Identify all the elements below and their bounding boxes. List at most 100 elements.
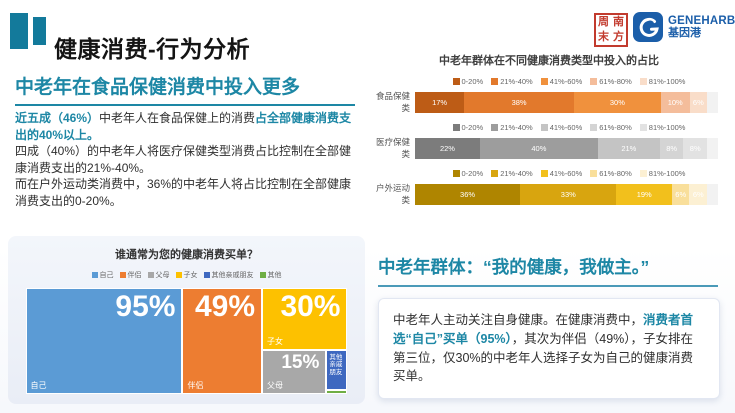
bar-fill: 36% 33% 19% 6% 6% bbox=[415, 183, 707, 205]
bar-row: 医疗保健类 22% 40% 21% 8% 8% bbox=[368, 136, 730, 160]
treemap-value-label: 15% bbox=[281, 351, 320, 373]
bar-segment-label: 33% bbox=[560, 189, 576, 199]
bar-category-label: 食品保健类 bbox=[375, 91, 410, 113]
stacked-chart-title: 中老年群体在不同健康消费类型中投入的占比 bbox=[439, 55, 659, 67]
legend-label: 自己 bbox=[99, 272, 114, 279]
bar-segment: 30% bbox=[574, 91, 661, 113]
bar-segment: 38% bbox=[464, 91, 575, 113]
bar-legend: 0-20% 21%-40% 41%-60% 61%-80% 81%-100% bbox=[408, 123, 730, 132]
legend-item: 81%-100% bbox=[639, 123, 686, 132]
bar-legend: 0-20% 21%-40% 41%-60% 61%-80% 81%-100% bbox=[408, 77, 730, 86]
treemap-block: 15% 父母 bbox=[262, 349, 327, 394]
bar-segment: 19% bbox=[616, 183, 672, 205]
bar-category-label: 户外运动类 bbox=[375, 183, 410, 205]
legend-item: 21%-40% bbox=[491, 169, 533, 178]
accent-bar-small bbox=[33, 17, 46, 45]
bar-segment: 8% bbox=[683, 137, 707, 159]
bar-segment: 21% bbox=[597, 137, 660, 159]
bar-segment: 6% bbox=[689, 91, 707, 113]
legend-label: 0-20% bbox=[461, 169, 484, 178]
body-text: 中老年人主动关注自身健康。在健康消费中， bbox=[393, 313, 644, 327]
legend-swatch bbox=[540, 170, 548, 177]
bar-segment-label: 10% bbox=[667, 97, 683, 107]
legend-label: 其他亲戚朋友 bbox=[211, 272, 254, 279]
seal-char: 末 bbox=[598, 31, 609, 43]
bar-segment-label: 21% bbox=[621, 143, 637, 153]
bar-row: 食品保健类 17% 38% 30% 10% 6% bbox=[368, 90, 730, 114]
legend-item: 0-20% bbox=[452, 123, 484, 132]
analysis-paragraphs: 近五成（46%）中老年人在食品保健上的消费占全部健康消费支出的40%以上。 四成（… bbox=[15, 110, 363, 209]
legend-item: 81%-100% bbox=[639, 169, 686, 178]
legend-swatch bbox=[452, 124, 460, 131]
legend-label: 21%-40% bbox=[500, 123, 533, 132]
legend-swatch bbox=[491, 170, 499, 177]
legend-label: 81%-100% bbox=[648, 169, 686, 178]
legend-item: 自己 bbox=[91, 270, 114, 280]
legend-item: 61%-80% bbox=[590, 123, 632, 132]
legend-label: 父母 bbox=[155, 272, 170, 279]
geneharbor-icon bbox=[633, 12, 663, 42]
legend-swatch bbox=[452, 170, 460, 177]
legend-item: 其他 bbox=[259, 270, 282, 280]
legend-swatch bbox=[590, 78, 598, 85]
accent-bar-large bbox=[10, 13, 28, 49]
legend-swatch bbox=[491, 78, 499, 85]
legend-item: 0-20% bbox=[452, 169, 484, 178]
legend-item: 父母 bbox=[147, 270, 170, 280]
bar-segment: 10% bbox=[660, 91, 690, 113]
legend-swatch bbox=[452, 78, 460, 85]
bar-track: 36% 33% 19% 6% 6% bbox=[415, 183, 718, 205]
treemap-block: 95% 自己 bbox=[25, 288, 183, 394]
legend-item: 子女 bbox=[175, 270, 198, 280]
legend-label: 0-20% bbox=[461, 123, 484, 132]
bar-segment-label: 6% bbox=[692, 189, 704, 199]
highlight-text: 近五成（46%） bbox=[15, 111, 100, 125]
legend-item: 0-20% bbox=[452, 77, 484, 86]
bar-segment: 6% bbox=[689, 183, 707, 205]
legend-label: 41%-60% bbox=[549, 169, 583, 178]
bar-segment: 8% bbox=[659, 137, 684, 159]
legend-label: 61%-80% bbox=[599, 169, 632, 178]
legend-label: 41%-60% bbox=[549, 123, 583, 132]
bar-segment: 6% bbox=[671, 183, 690, 205]
legend-swatch bbox=[590, 170, 598, 177]
treemap-value-label: 95% bbox=[115, 290, 176, 323]
legend-swatch bbox=[540, 78, 548, 85]
payer-chart-panel: 谁通常为您的健康消费买单？ 自己 伴侣 父母 子女 其他亲戚朋友 其他 95% 自己 49% 伴… bbox=[8, 236, 365, 404]
legend-item: 41%-60% bbox=[540, 77, 582, 86]
legend-swatch bbox=[590, 124, 598, 131]
treemap-value-label: 49% bbox=[194, 290, 255, 323]
legend-item: 伴侣 bbox=[119, 270, 142, 280]
bar-fill: 17% 38% 30% 10% 6% bbox=[415, 91, 707, 113]
treemap-block: 49% 伴侣 bbox=[182, 288, 262, 394]
seal-char: 南 bbox=[613, 16, 624, 28]
bar-legend: 0-20% 21%-40% 41%-60% 61%-80% 81%-100% bbox=[408, 169, 730, 178]
insight-card: 中老年人主动关注自身健康。在健康消费中，消费者首选“自己”买单（95%），其次为… bbox=[378, 298, 720, 399]
treemap-name-label: 自己 bbox=[30, 381, 47, 390]
legend-label: 0-20% bbox=[461, 77, 484, 86]
treemap-name-label: 伴侣 bbox=[187, 381, 204, 390]
bar-track: 22% 40% 21% 8% 8% bbox=[415, 137, 718, 159]
bar-segment-label: 6% bbox=[692, 97, 704, 107]
legend-item: 21%-40% bbox=[491, 77, 533, 86]
brand-name-cn: 基因港 bbox=[668, 27, 701, 40]
legend-swatch bbox=[147, 272, 154, 278]
southern-weekly-seal-logo: 周 南 末 方 bbox=[594, 13, 628, 47]
paragraph: 近五成（46%）中老年人在食品保健上的消费占全部健康消费支出的40%以上。 bbox=[15, 110, 363, 143]
legend-swatch bbox=[91, 272, 98, 278]
legend-swatch bbox=[639, 78, 647, 85]
bar-segment-label: 38% bbox=[511, 97, 527, 107]
geneharbor-wordmark: GENEHARBOR 基因港 bbox=[668, 15, 735, 40]
legend-label: 伴侣 bbox=[127, 272, 142, 279]
legend-label: 81%-100% bbox=[648, 123, 686, 132]
stacked-bar-chart-groups: 0-20% 21%-40% 41%-60% 61%-80% 81%-100% 食品保健类 1… bbox=[368, 77, 730, 206]
legend-swatch bbox=[175, 272, 182, 278]
legend-swatch bbox=[540, 124, 548, 131]
insight-title: 中老年群体：“我的健康，我做主。” bbox=[378, 254, 718, 287]
legend-item: 41%-60% bbox=[540, 169, 583, 178]
legend-swatch bbox=[639, 170, 647, 177]
bar-segment-label: 19% bbox=[636, 189, 652, 199]
treemap-block: 30% 子女 bbox=[262, 288, 348, 350]
bar-fill: 22% 40% 21% 8% 8% bbox=[415, 137, 707, 159]
